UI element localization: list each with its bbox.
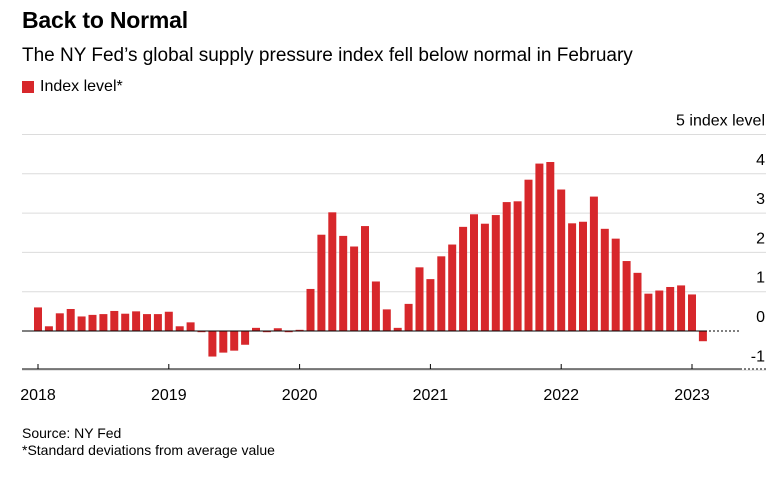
bar (339, 235, 348, 331)
bar (491, 215, 500, 331)
bar (328, 212, 337, 331)
bar (589, 196, 598, 331)
chart-subtitle: The NY Fed’s global supply pressure inde… (22, 45, 633, 66)
bar (513, 201, 522, 331)
bar (153, 314, 162, 331)
x-tick-label: 2021 (413, 387, 449, 404)
bar (448, 244, 457, 331)
bar (382, 309, 391, 331)
bar (241, 331, 250, 345)
bar (121, 313, 130, 331)
bar (426, 279, 435, 331)
bar (611, 238, 620, 331)
bar (77, 316, 86, 331)
bar (698, 331, 707, 342)
source-note: Source: NY Fed (22, 425, 122, 441)
bar (110, 310, 119, 331)
legend: Index level* (22, 78, 123, 96)
bar (350, 246, 359, 331)
x-tick-label: 2019 (151, 387, 187, 404)
bar (666, 286, 675, 331)
bar (502, 202, 511, 331)
bar (262, 331, 271, 333)
x-tick-label: 2023 (674, 387, 710, 404)
bar (306, 288, 315, 331)
footer: Source: NY Fed *Standard deviations from… (22, 425, 275, 459)
bar (55, 313, 64, 331)
bar (88, 314, 97, 331)
y-tick-label: 4 (756, 152, 765, 169)
bar (480, 223, 489, 331)
y-tick-label: 5 index level (676, 113, 765, 130)
y-tick-label: 2 (756, 230, 765, 247)
bar (644, 293, 653, 331)
bar (557, 189, 566, 331)
bar (600, 228, 609, 331)
bar (361, 226, 369, 331)
bar (99, 314, 108, 331)
bar (66, 308, 75, 331)
bar (34, 307, 42, 331)
bar (633, 272, 642, 331)
bar (197, 331, 206, 333)
y-tick-label: -1 (751, 348, 765, 365)
bar (295, 329, 304, 332)
x-tick-label: 2020 (282, 387, 318, 404)
legend-swatch (22, 81, 34, 93)
bar (371, 281, 380, 331)
y-tick-label: 0 (756, 309, 765, 326)
bar (175, 326, 184, 331)
bar (655, 290, 664, 331)
chart-title: Back to Normal (22, 7, 188, 33)
bar (459, 226, 468, 331)
bar (677, 285, 686, 331)
bar (404, 303, 413, 331)
bar (143, 314, 151, 331)
bar (470, 214, 478, 331)
bar (132, 311, 141, 331)
bar (44, 326, 53, 331)
bar-chart: 5 index level 4 3 2 1 0 -1 2018 2019 2020 2021 2022… (20, 113, 766, 404)
bar (284, 331, 293, 333)
bar (317, 234, 326, 331)
bar (219, 331, 228, 353)
y-tick-label: 3 (756, 191, 765, 208)
bar (535, 163, 544, 331)
y-tick-label: 1 (756, 270, 765, 287)
bar (273, 328, 282, 331)
bar (252, 327, 260, 331)
bar (568, 223, 577, 331)
bar (622, 261, 631, 331)
footnote: *Standard deviations from average value (22, 442, 275, 458)
x-tick-label: 2022 (543, 387, 579, 404)
bar (546, 162, 555, 331)
legend-label: Index level* (40, 78, 123, 95)
bar (164, 311, 173, 331)
bar (415, 267, 424, 331)
x-tick-label: 2018 (20, 387, 56, 404)
bar (208, 331, 217, 357)
bar (579, 221, 587, 331)
bar (230, 331, 239, 351)
bar (393, 327, 402, 331)
bar (524, 179, 533, 331)
bar (186, 322, 195, 331)
bar (437, 256, 446, 331)
bar (688, 294, 696, 331)
